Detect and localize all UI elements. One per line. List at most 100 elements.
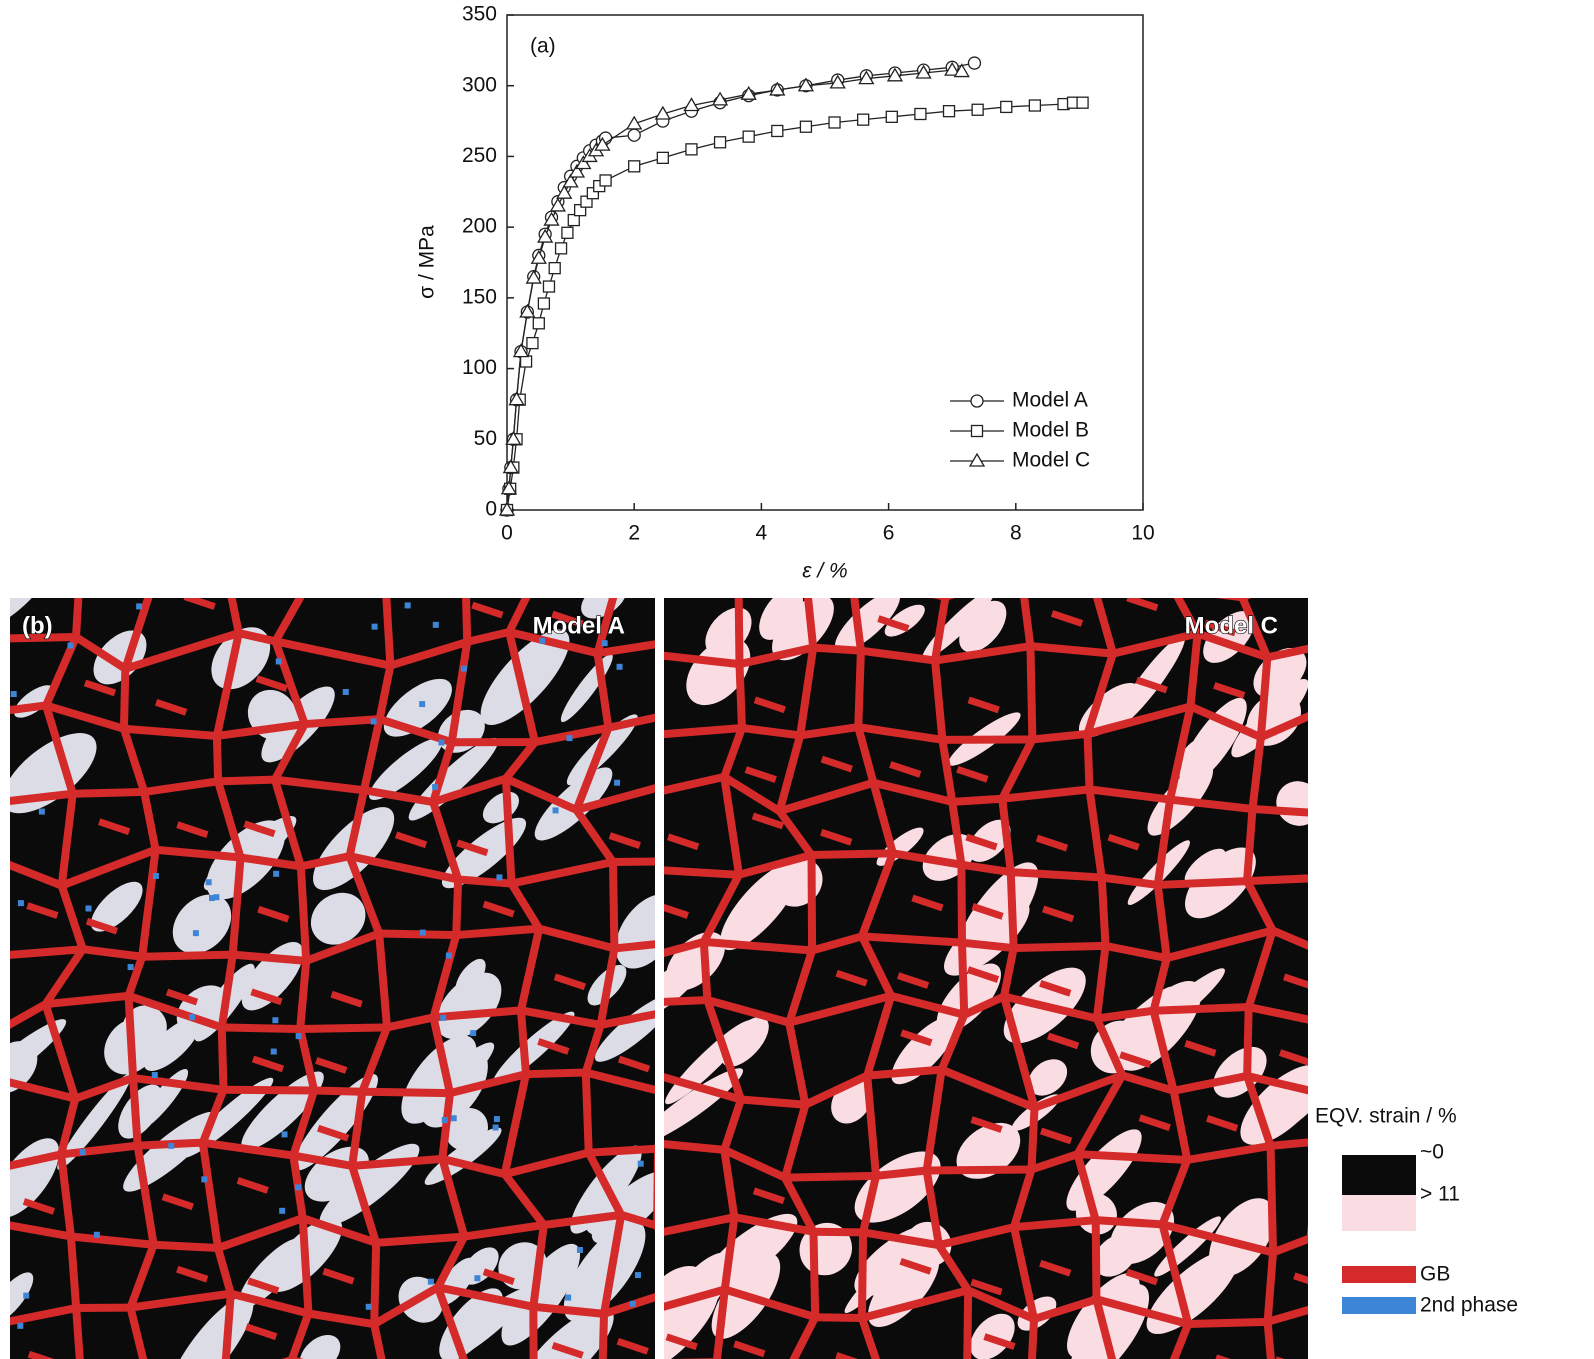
grain-boundary (502, 739, 539, 782)
grain-boundary (796, 647, 818, 737)
second-phase (440, 1014, 447, 1021)
data-point (599, 174, 612, 187)
grain-boundary (216, 720, 306, 740)
grain-boundary (126, 1243, 158, 1309)
grain-boundary (1138, 1114, 1171, 1131)
grain-boundary (815, 1313, 863, 1323)
grain-boundary (0, 1221, 6, 1322)
grain-boundary (699, 941, 712, 1001)
second-phase (616, 663, 623, 670)
data-point (519, 303, 536, 318)
grain-boundary (608, 861, 619, 949)
data-point (971, 103, 984, 116)
grain-boundary (737, 851, 813, 879)
data-point (656, 151, 669, 164)
grain-boundary (1266, 1305, 1308, 1326)
grain-boundary (22, 1198, 56, 1215)
second-phase (496, 874, 503, 881)
grain-boundary (221, 1023, 301, 1034)
grain-boundary (1119, 1051, 1152, 1068)
second-phase (136, 603, 143, 610)
grain-boundary (1032, 1295, 1098, 1323)
grain-boundary (599, 1010, 655, 1029)
grain-boundary (931, 660, 947, 741)
data-point (502, 459, 519, 474)
data-point (627, 128, 641, 142)
grain-boundary (10, 639, 11, 640)
grain-boundary (1169, 1089, 1192, 1161)
grain-boundary (296, 866, 311, 962)
grain-boundary (60, 846, 158, 890)
strain-patch (10, 732, 97, 814)
grain-boundary (271, 722, 309, 782)
grain-boundary (217, 1027, 228, 1090)
grain-boundary (386, 1013, 435, 1032)
grain-boundary (543, 1210, 622, 1229)
grain-boundary (0, 862, 2, 957)
data-point (532, 317, 545, 330)
grain-boundary (504, 774, 579, 814)
strain-patch (581, 598, 627, 619)
second-phase (127, 964, 134, 971)
grain-boundary (617, 1055, 651, 1073)
grain-boundary (859, 1174, 880, 1234)
grain-boundary (1093, 598, 1117, 655)
grain-boundary (735, 663, 746, 729)
data-point (580, 195, 593, 208)
strain-patch (10, 1272, 34, 1325)
grain-boundary (789, 1315, 819, 1359)
second-phase (189, 1014, 196, 1021)
grain-boundary (508, 628, 599, 658)
data-point (526, 336, 539, 350)
strain-patch (501, 1243, 581, 1346)
grain-boundary (938, 739, 957, 803)
grain-boundary (1087, 562, 1173, 588)
data-point (713, 136, 727, 149)
grain-boundary (274, 775, 365, 795)
grain-boundary (1000, 947, 1018, 998)
grain-boundary (1246, 874, 1308, 886)
grain-boundary (600, 1214, 626, 1315)
grain-boundary (82, 945, 143, 961)
x-tick-label: 6 (883, 522, 895, 545)
grain-boundary (751, 812, 784, 830)
strain-patch (884, 604, 925, 637)
grain-boundary (1158, 1223, 1193, 1325)
series-line (506, 69, 962, 511)
strain-patch (686, 637, 751, 706)
grain-boundary (820, 828, 853, 846)
grain-boundary (463, 1221, 545, 1241)
second-phase (404, 602, 411, 609)
grain-boundary (899, 1257, 932, 1275)
panel-name: Model C (1185, 612, 1278, 639)
strain-patch (57, 1073, 132, 1170)
grain-boundary (1188, 1317, 1268, 1328)
grain-boundary (1010, 1168, 1036, 1229)
second-phase (294, 1184, 301, 1191)
grain-boundary (1314, 813, 1341, 877)
data-point (683, 97, 700, 112)
grain-boundary (10, 1150, 62, 1170)
grain-boundary (119, 668, 130, 729)
grain-boundary (809, 1231, 820, 1318)
grain-boundary (957, 942, 969, 1015)
grain-boundary (0, 1028, 3, 1077)
grain-boundary (1153, 1003, 1249, 1015)
grain-boundary (508, 881, 543, 931)
grain-boundary (250, 988, 283, 1006)
grain-boundary (525, 1068, 586, 1079)
grain-boundary (212, 735, 223, 782)
y-tick-label: 100 (462, 356, 497, 379)
grain-boundary (1263, 1321, 1275, 1359)
grain-boundary (1074, 1073, 1126, 1157)
second-phase (79, 1149, 86, 1156)
grain-boundary (129, 1077, 142, 1146)
grain-boundary (1088, 785, 1171, 804)
grain-boundary (1204, 619, 1237, 637)
grain-boundary (1315, 568, 1333, 643)
grain-boundary (1027, 1318, 1039, 1359)
data-point (594, 136, 611, 151)
grain-boundary (471, 601, 504, 619)
second-phase (614, 779, 621, 786)
strain-patch (1203, 611, 1255, 663)
